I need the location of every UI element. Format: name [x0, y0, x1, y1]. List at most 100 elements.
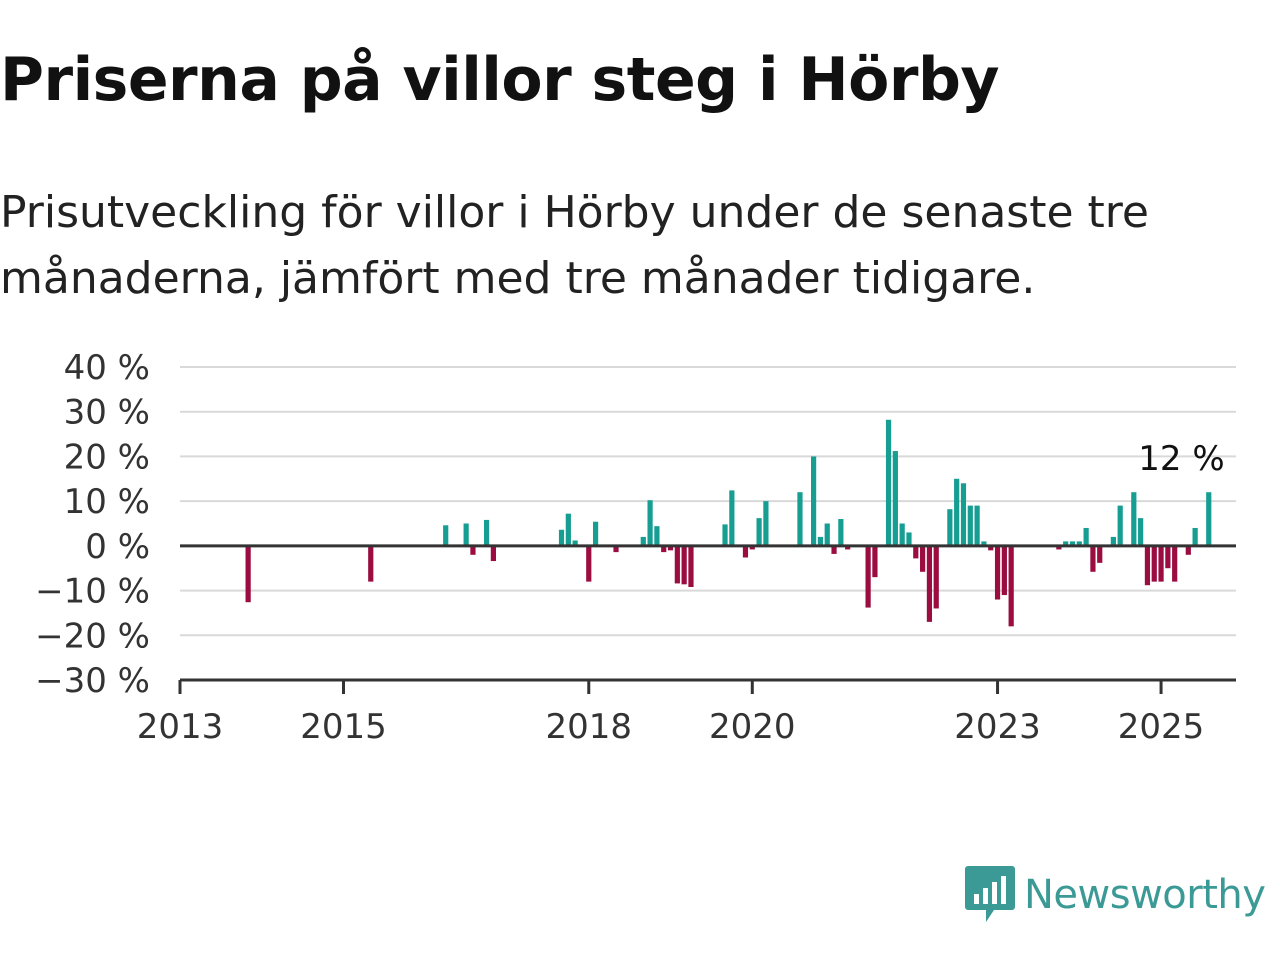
y-tick-label: −30 % [35, 661, 150, 701]
bar [947, 509, 953, 546]
axes [178, 544, 1236, 694]
bar [613, 545, 619, 553]
y-tick-label: −20 % [35, 616, 150, 656]
bar [1144, 545, 1151, 586]
bar [1172, 545, 1178, 582]
x-tick-label: 2013 [137, 707, 224, 747]
bar [906, 532, 912, 546]
bar [1138, 518, 1144, 546]
bar [913, 545, 919, 559]
x-axis-tick-labels: 2013 2015 2018 2020 2023 2025 [137, 707, 1205, 747]
bar [1063, 541, 1069, 546]
bar [865, 545, 871, 608]
x-tick-label: 2020 [709, 707, 796, 747]
bar [954, 478, 960, 546]
bar [899, 523, 905, 546]
y-axis-tick-labels: 40 % 30 %20 % 10 % 0 % −10 %−20 % −30 % [35, 348, 150, 701]
bar [988, 545, 994, 551]
bar [565, 513, 571, 546]
bar [483, 519, 490, 546]
bar [729, 490, 735, 546]
y-tick-label: 30 % [64, 393, 150, 433]
bar [1076, 541, 1082, 546]
bar [920, 545, 926, 572]
bar [572, 540, 578, 546]
bar [981, 541, 987, 546]
bar [1151, 545, 1157, 582]
annotations: 12 % [1138, 439, 1224, 479]
bar [845, 545, 851, 550]
bar [831, 545, 837, 554]
bar [872, 545, 878, 578]
bar [674, 545, 680, 584]
bar [838, 519, 844, 546]
bar [1131, 492, 1137, 546]
bar [885, 419, 892, 546]
bar [1097, 545, 1103, 563]
bar [1008, 545, 1014, 627]
bar [667, 545, 674, 551]
bar [654, 526, 660, 546]
bar [640, 536, 646, 546]
bar [661, 545, 667, 553]
gridlines [180, 366, 1236, 637]
bar [742, 545, 749, 558]
bar [490, 545, 496, 562]
bar [470, 545, 476, 555]
bar [1185, 545, 1191, 555]
x-tick-label: 2015 [300, 707, 387, 747]
y-tick-label: 0 % [85, 527, 150, 567]
bar [1206, 492, 1212, 546]
y-tick-label: 20 % [64, 437, 150, 477]
bar [443, 525, 449, 546]
bar [586, 545, 592, 582]
bar [647, 500, 653, 546]
page-title: Priserna på villor steg i Hörby [0, 45, 1000, 115]
bar [688, 545, 694, 587]
bar [558, 529, 565, 546]
bar [1001, 545, 1007, 596]
y-tick-label: 10 % [64, 482, 150, 522]
bar [1069, 541, 1076, 546]
bar [681, 545, 687, 585]
bar [1158, 545, 1164, 582]
bar [1165, 545, 1171, 569]
logo-text: Newsworthy [1024, 872, 1266, 918]
bar [1083, 527, 1089, 546]
y-tick-label: −10 % [35, 572, 150, 612]
bar [1192, 527, 1198, 546]
x-tick-label: 2018 [546, 707, 633, 747]
bar [1056, 545, 1062, 550]
bar [994, 545, 1001, 600]
bar [926, 545, 933, 622]
latest-value-label: 12 % [1138, 439, 1224, 479]
bar [811, 456, 817, 546]
bar [933, 545, 939, 609]
bars [245, 419, 1212, 627]
bar [245, 545, 251, 603]
bar [1110, 536, 1116, 546]
bar-chart: 40 %30 %20 %10 %0 %−10 %−20 %−30 % 2013 2… [35, 348, 1236, 747]
bar [592, 521, 599, 546]
bar [368, 545, 374, 582]
bar [749, 545, 755, 550]
bar [892, 451, 898, 546]
bar [974, 505, 980, 546]
y-tick-label: 40 % [64, 348, 150, 388]
bar [463, 523, 469, 546]
bar [817, 536, 824, 546]
chart-subtitle: Prisutveckling för villor i Hörby under … [0, 187, 1149, 304]
bar [967, 505, 973, 546]
bar [1090, 545, 1096, 572]
bar [763, 501, 769, 546]
bar [756, 518, 762, 546]
bar [960, 483, 967, 546]
bar [824, 523, 830, 546]
newsworthy-logo: Newsworthy [964, 864, 1266, 926]
bar [722, 524, 728, 546]
x-tick-label: 2023 [954, 707, 1041, 747]
bar [1117, 505, 1123, 546]
newsworthy-logo-icon [965, 866, 1015, 922]
x-tick-label: 2025 [1118, 707, 1205, 747]
bar [797, 492, 803, 546]
